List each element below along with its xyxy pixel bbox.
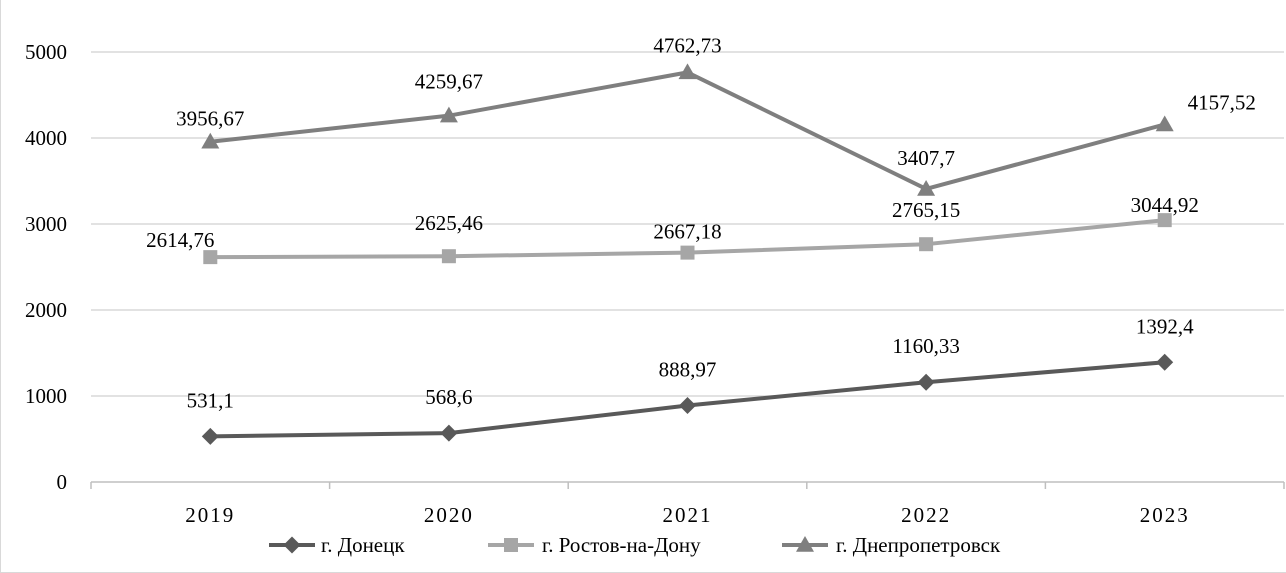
series-2 xyxy=(203,213,1172,265)
legend-label: г. Ростов-на-Дону xyxy=(542,533,701,557)
data-label: 3956,67 xyxy=(176,107,244,131)
data-label: 4762,73 xyxy=(653,33,721,57)
legend-item-3: г. Днепропетровск xyxy=(782,533,1001,557)
legend-marker xyxy=(283,536,301,554)
y-tick-label: 4000 xyxy=(25,126,67,150)
legend-item-2: г. Ростов-на-Дону xyxy=(488,533,701,557)
data-point-marker xyxy=(201,427,219,445)
data-label: 4259,67 xyxy=(415,70,483,94)
data-label: 888,97 xyxy=(659,358,717,382)
data-label: 531,1 xyxy=(187,388,234,412)
data-label: 3044,92 xyxy=(1131,193,1199,217)
x-tick-label: 2022 xyxy=(901,503,951,527)
data-label: 4157,52 xyxy=(1188,90,1256,114)
x-tick-label: 2023 xyxy=(1140,503,1190,527)
data-label: 2614,76 xyxy=(146,228,214,252)
legend: г. Донецк г. Ростов-на-Дону г. Днепропетро… xyxy=(269,533,1001,557)
data-point-marker xyxy=(919,237,934,252)
data-point-marker xyxy=(203,250,218,265)
x-tick-label: 2019 xyxy=(185,503,235,527)
data-label: 2667,18 xyxy=(653,220,721,244)
y-tick-label: 5000 xyxy=(25,40,67,64)
x-tick-label: 2021 xyxy=(663,503,713,527)
legend-label: г. Донецк xyxy=(321,533,405,557)
data-label: 2625,46 xyxy=(415,211,483,235)
data-point-marker xyxy=(678,63,697,80)
y-tick-label: 2000 xyxy=(25,298,67,322)
data-point-marker xyxy=(917,373,935,391)
data-label: 568,6 xyxy=(425,385,472,409)
data-point-marker xyxy=(439,106,458,123)
data-labels: 531,1 568,6 888,97 1160,33 1392,4 2614,76 2625… xyxy=(146,33,1256,412)
series-1 xyxy=(201,353,1174,445)
y-tick-label: 0 xyxy=(57,470,68,494)
legend-marker xyxy=(796,536,814,552)
data-label: 2765,15 xyxy=(892,198,960,222)
data-label: 3407,7 xyxy=(897,146,955,170)
data-point-marker xyxy=(1157,213,1172,228)
data-label: 1160,33 xyxy=(892,334,959,358)
legend-label: г. Днепропетровск xyxy=(836,533,1001,557)
data-point-marker xyxy=(440,424,458,442)
series-group xyxy=(201,63,1174,445)
data-point-marker xyxy=(680,245,695,260)
series-3 xyxy=(201,63,1174,196)
data-point-marker xyxy=(917,179,936,196)
data-point-marker xyxy=(679,397,696,415)
data-point-marker xyxy=(441,249,456,264)
data-point-marker xyxy=(1155,115,1174,132)
series-line-3 xyxy=(210,70,1166,191)
axes: 0 1000 2000 3000 4000 5000 2019 2020 2021 2022 202… xyxy=(25,40,1285,527)
data-point-marker xyxy=(201,132,220,149)
legend-item-1: г. Донецк xyxy=(269,533,405,557)
y-tick-label: 3000 xyxy=(25,212,67,236)
data-label: 1392,4 xyxy=(1136,314,1194,338)
legend-marker xyxy=(504,538,518,552)
x-tick-label: 2020 xyxy=(424,503,474,527)
y-tick-label: 1000 xyxy=(25,384,67,408)
gridlines xyxy=(91,51,1284,397)
data-point-marker xyxy=(1156,353,1174,371)
